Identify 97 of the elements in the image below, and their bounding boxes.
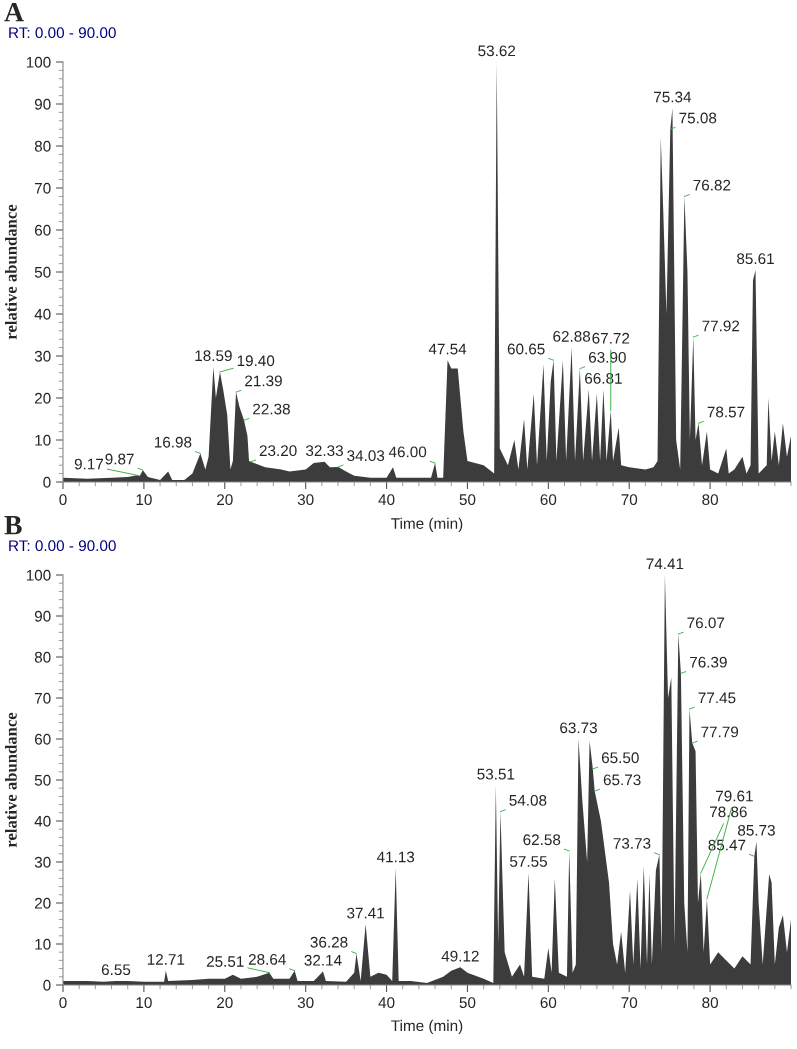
y-tick-label: 80 bbox=[34, 651, 51, 663]
y-tick-label: 30 bbox=[34, 856, 51, 868]
y-tick-label: 70 bbox=[34, 692, 51, 704]
x-tick-label: 60 bbox=[540, 997, 557, 1009]
annotation: 12.71 bbox=[147, 954, 185, 965]
annotation: 73.73 bbox=[613, 838, 651, 849]
x-tick-label: 40 bbox=[378, 494, 395, 506]
annotation: 21.39 bbox=[245, 375, 282, 387]
x-axis-title: Time (min) bbox=[391, 517, 463, 532]
annotation: 19.40 bbox=[237, 355, 275, 367]
annotation: 76.82 bbox=[693, 179, 731, 191]
annotation: 36.28 bbox=[310, 936, 348, 948]
annotation: 66.81 bbox=[585, 372, 622, 384]
y-tick-label: 20 bbox=[34, 392, 51, 404]
y-tick-label: 60 bbox=[34, 224, 51, 236]
annotation: 32.33 bbox=[305, 445, 343, 457]
x-tick-label: 80 bbox=[702, 494, 719, 506]
x-tick-label: 50 bbox=[459, 997, 476, 1009]
annotation: 85.73 bbox=[738, 824, 775, 836]
annotation: 23.20 bbox=[259, 445, 297, 457]
annotation: 47.54 bbox=[428, 343, 467, 355]
x-tick-label: 70 bbox=[621, 997, 638, 1009]
annotation: 25.51 bbox=[206, 956, 244, 967]
annotation: 46.00 bbox=[388, 446, 427, 458]
annotation: 75.34 bbox=[654, 91, 692, 103]
annotation: 76.39 bbox=[690, 656, 727, 668]
y-tick-label: 40 bbox=[34, 815, 51, 827]
y-axis-title: relative abundance bbox=[5, 712, 17, 848]
annotation: 76.07 bbox=[687, 617, 725, 629]
annotation: 65.73 bbox=[603, 774, 641, 786]
chart-title: B bbox=[4, 516, 22, 535]
y-tick-label: 0 bbox=[43, 476, 51, 488]
chart-subtitle: RT: 0.00 - 90.00 bbox=[9, 540, 116, 552]
annotation: 53.51 bbox=[477, 768, 515, 780]
y-tick-label: 90 bbox=[34, 98, 51, 110]
x-tick-label: 10 bbox=[136, 494, 152, 506]
annotation: 67.72 bbox=[592, 332, 630, 344]
annotation: 78.57 bbox=[707, 406, 745, 418]
annotation: 57.55 bbox=[510, 856, 547, 867]
x-tick-label: 0 bbox=[59, 997, 67, 1009]
annotation: 53.62 bbox=[478, 45, 516, 57]
x-tick-label: 30 bbox=[297, 494, 314, 506]
annotation: 77.45 bbox=[698, 692, 736, 704]
y-tick-label: 10 bbox=[35, 938, 51, 950]
x-tick-label: 80 bbox=[702, 997, 719, 1009]
y-tick-label: 50 bbox=[34, 266, 51, 278]
y-tick-label: 50 bbox=[34, 774, 51, 786]
annotation: 37.41 bbox=[347, 907, 384, 919]
x-tick-label: 70 bbox=[621, 494, 638, 506]
annotation: 74.41 bbox=[646, 558, 684, 570]
annotation: 34.03 bbox=[347, 450, 385, 462]
annotation: 49.12 bbox=[441, 950, 479, 962]
annotation: 63.73 bbox=[560, 722, 597, 734]
x-tick-label: 20 bbox=[217, 997, 233, 1009]
annotation: 85.61 bbox=[737, 253, 774, 265]
annotation: 9.87 bbox=[105, 453, 134, 465]
chart-subtitle: RT: 0.00 - 90.00 bbox=[9, 27, 116, 39]
x-tick-label: 10 bbox=[136, 997, 152, 1009]
annotation: 41.13 bbox=[376, 851, 415, 863]
annotation: 16.98 bbox=[154, 436, 192, 448]
annotation: 79.61 bbox=[716, 790, 753, 802]
annotation: 62.88 bbox=[553, 330, 591, 342]
annotation: 9.17 bbox=[74, 458, 104, 470]
x-axis-title: Time (min) bbox=[391, 1019, 463, 1035]
annotation: 6.55 bbox=[101, 964, 131, 976]
y-axis-title: relative abundance bbox=[5, 204, 17, 340]
chart-title: A bbox=[4, 2, 24, 22]
y-tick-label: 100 bbox=[26, 569, 51, 581]
x-tick-label: 0 bbox=[59, 494, 67, 506]
y-tick-label: 10 bbox=[35, 434, 51, 446]
annotation: 65.50 bbox=[601, 752, 639, 764]
annotation: 22.38 bbox=[253, 403, 290, 415]
x-tick-label: 60 bbox=[540, 494, 557, 506]
annotation: 77.79 bbox=[701, 726, 739, 738]
annotation: 77.92 bbox=[702, 320, 740, 332]
y-tick-label: 70 bbox=[34, 182, 51, 194]
y-tick-label: 30 bbox=[34, 350, 51, 362]
y-tick-label: 40 bbox=[34, 308, 51, 320]
y-tick-label: 0 bbox=[43, 979, 51, 991]
x-tick-label: 40 bbox=[378, 997, 395, 1009]
x-tick-label: 20 bbox=[217, 494, 233, 506]
annotation: 54.08 bbox=[509, 794, 547, 806]
x-tick-label: 50 bbox=[459, 494, 476, 506]
annotation: 78.86 bbox=[710, 806, 747, 818]
x-tick-label: 30 bbox=[297, 997, 314, 1009]
annotation: 85.47 bbox=[708, 839, 746, 851]
annotation: 18.59 bbox=[195, 350, 232, 362]
annotation: 60.65 bbox=[507, 343, 545, 355]
y-tick-label: 20 bbox=[34, 897, 51, 909]
annotation: 62.58 bbox=[523, 834, 561, 846]
annotation: 32.14 bbox=[304, 954, 342, 966]
y-tick-label: 90 bbox=[34, 610, 51, 622]
y-tick-label: 80 bbox=[34, 140, 51, 152]
annotation: 28.64 bbox=[248, 954, 286, 965]
annotation: 75.08 bbox=[679, 112, 717, 124]
y-tick-label: 100 bbox=[26, 56, 51, 68]
y-tick-label: 60 bbox=[34, 733, 51, 745]
